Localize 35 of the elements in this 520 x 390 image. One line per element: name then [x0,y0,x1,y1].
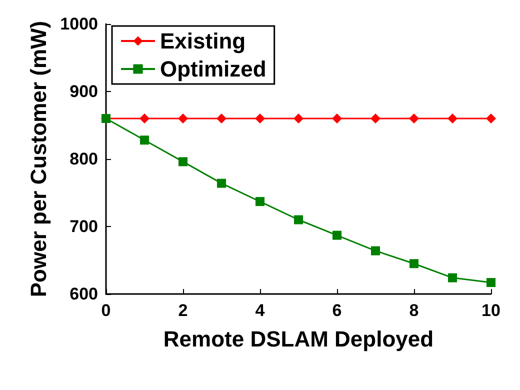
point [448,273,457,282]
x-tick-label: 6 [332,301,342,320]
point [294,215,303,224]
point [256,197,264,206]
point [178,114,188,124]
point [410,259,418,268]
point [255,114,265,124]
point [486,278,496,288]
point [448,114,458,124]
legend-label: Optimized [160,56,266,82]
x-tick-label: 0 [101,301,111,320]
x-tick-label: 2 [178,301,188,320]
point [370,114,380,124]
y-tick-label: 900 [70,82,98,101]
point [371,246,380,256]
x-tick-label: 4 [255,301,266,320]
x-tick-label: 8 [409,301,419,320]
y-tick-label: 600 [70,284,98,304]
point [217,178,226,188]
point [140,114,150,124]
point [140,136,149,145]
point [486,114,496,124]
point [178,157,188,166]
point [294,114,304,124]
y-tick-label: 800 [70,150,98,168]
point [216,114,226,124]
x-tick-label: 10 [482,301,500,320]
point [332,114,342,124]
y-axis-title: Power per Customer (mW) [26,20,51,298]
x-axis-title: Remote DSLAM Deployed [163,326,434,352]
y-tick-label: 1000 [60,14,98,34]
legend-label: Existing [160,28,246,54]
y-tick-label: 700 [70,217,98,236]
point [409,114,419,124]
point [332,230,342,240]
